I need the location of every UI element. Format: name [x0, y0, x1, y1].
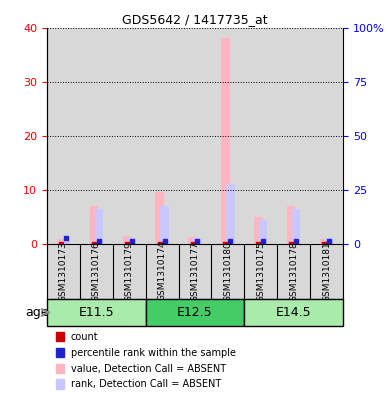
Bar — [179, 244, 211, 299]
Bar — [211, 28, 245, 244]
Bar — [56, 379, 64, 389]
Bar — [145, 244, 179, 299]
Bar — [145, 28, 179, 244]
Bar — [287, 206, 296, 244]
Bar — [145, 299, 245, 326]
Bar — [122, 235, 131, 244]
Text: E14.5: E14.5 — [276, 306, 312, 319]
Bar — [188, 237, 197, 244]
Bar — [156, 192, 164, 244]
Bar — [113, 28, 145, 244]
Bar — [160, 206, 168, 244]
Text: GSM1310175: GSM1310175 — [256, 241, 265, 301]
Text: GSM1310179: GSM1310179 — [125, 241, 134, 301]
Bar — [90, 206, 98, 244]
Bar — [56, 348, 64, 357]
Bar — [94, 209, 103, 244]
Bar — [193, 238, 202, 244]
Text: GSM1310176: GSM1310176 — [92, 241, 101, 301]
Bar — [259, 220, 268, 244]
Bar — [47, 28, 80, 244]
Bar — [277, 244, 310, 299]
Bar — [245, 244, 277, 299]
Bar — [325, 238, 333, 244]
Bar — [211, 244, 245, 299]
Text: E12.5: E12.5 — [177, 306, 213, 319]
Bar — [292, 209, 300, 244]
Bar — [80, 244, 113, 299]
Text: value, Detection Call = ABSENT: value, Detection Call = ABSENT — [71, 364, 226, 374]
Bar — [80, 28, 113, 244]
Bar — [56, 364, 64, 373]
Bar — [56, 332, 64, 342]
Bar — [47, 299, 145, 326]
Text: percentile rank within the sample: percentile rank within the sample — [71, 348, 236, 358]
Bar — [62, 239, 70, 244]
Text: age: age — [25, 306, 49, 319]
Bar — [57, 239, 65, 244]
Bar — [277, 28, 310, 244]
Text: GSM1310173: GSM1310173 — [59, 241, 68, 301]
Text: GSM1310178: GSM1310178 — [289, 241, 298, 301]
Bar — [310, 244, 343, 299]
Text: GSM1310181: GSM1310181 — [322, 241, 331, 301]
Text: rank, Detection Call = ABSENT: rank, Detection Call = ABSENT — [71, 379, 221, 389]
Bar — [245, 299, 343, 326]
Text: GSM1310180: GSM1310180 — [223, 241, 232, 301]
Bar — [310, 28, 343, 244]
Bar — [222, 38, 230, 244]
Bar — [226, 184, 234, 244]
Text: GSM1310177: GSM1310177 — [190, 241, 200, 301]
Text: GSM1310174: GSM1310174 — [158, 241, 167, 301]
Bar — [254, 217, 262, 244]
Bar — [47, 244, 80, 299]
Text: count: count — [71, 332, 98, 342]
Bar — [245, 28, 277, 244]
Title: GDS5642 / 1417735_at: GDS5642 / 1417735_at — [122, 13, 268, 26]
Bar — [128, 238, 136, 244]
Bar — [320, 239, 328, 244]
Text: E11.5: E11.5 — [78, 306, 114, 319]
Bar — [113, 244, 145, 299]
Bar — [179, 28, 211, 244]
